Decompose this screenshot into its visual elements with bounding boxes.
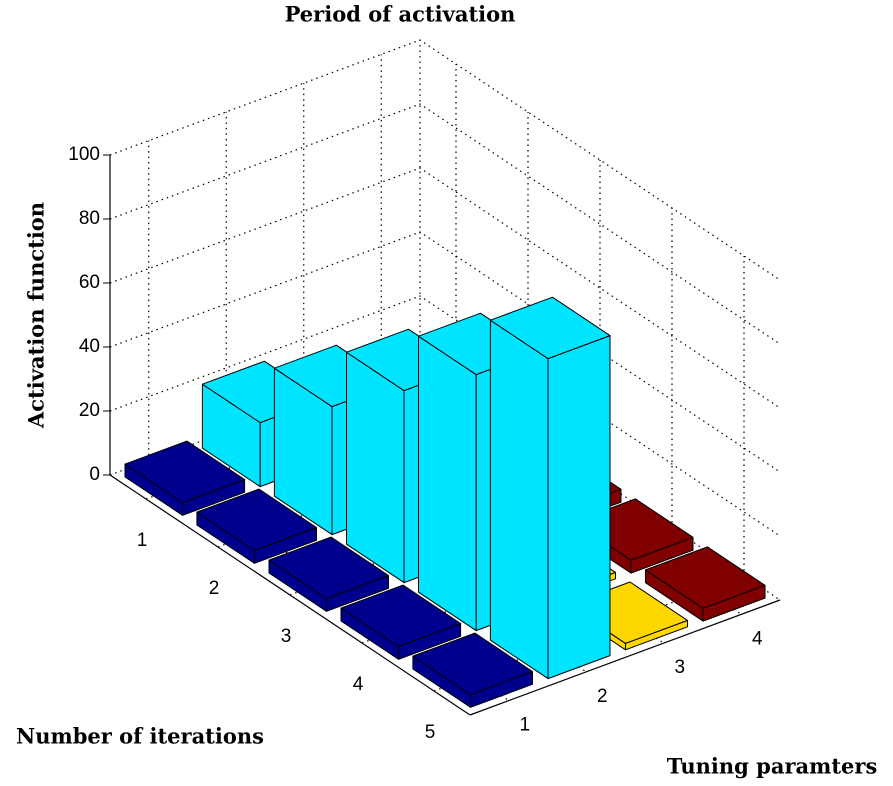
z-tick-label: 20 bbox=[79, 400, 100, 421]
bar-top bbox=[124, 440, 246, 503]
x-tick-label: 2 bbox=[209, 578, 220, 599]
chart-title: Period of activation bbox=[285, 2, 516, 27]
bar-top bbox=[196, 488, 317, 551]
x-tick-label: 5 bbox=[425, 722, 436, 743]
bar-top bbox=[645, 546, 766, 609]
grid-line bbox=[109, 295, 781, 537]
bar-face bbox=[418, 335, 477, 632]
bar-face bbox=[346, 351, 405, 584]
x-axis-label: Number of iterations bbox=[16, 724, 264, 749]
y-tick-label: 2 bbox=[597, 686, 608, 707]
z-tick-label: 80 bbox=[79, 208, 100, 229]
y-tick-label: 4 bbox=[752, 628, 763, 649]
y-axis-label: Tuning paramters bbox=[667, 754, 878, 779]
bar-top bbox=[268, 536, 389, 599]
z-tick-label: 100 bbox=[68, 144, 100, 165]
x-tick-label: 3 bbox=[281, 626, 292, 647]
bar-top bbox=[340, 584, 462, 647]
z-tick-label: 40 bbox=[79, 336, 100, 357]
bar-face bbox=[547, 335, 611, 680]
grid-line bbox=[109, 39, 781, 281]
x-tick-label: 4 bbox=[353, 674, 364, 695]
bar-face bbox=[489, 319, 549, 680]
y-tick-label: 3 bbox=[674, 657, 685, 678]
bar-top bbox=[412, 632, 533, 695]
y-tick-label: 1 bbox=[519, 715, 530, 736]
grid-line bbox=[109, 103, 781, 345]
axis-line bbox=[469, 599, 781, 716]
z-tick-label: 60 bbox=[79, 272, 100, 293]
axis-line bbox=[109, 474, 471, 716]
z-tick-label: 0 bbox=[89, 464, 100, 485]
z-axis-label: Activation function bbox=[24, 202, 49, 429]
x-tick-label: 1 bbox=[137, 530, 148, 551]
bar-top bbox=[489, 296, 611, 360]
grid-line bbox=[109, 167, 781, 409]
